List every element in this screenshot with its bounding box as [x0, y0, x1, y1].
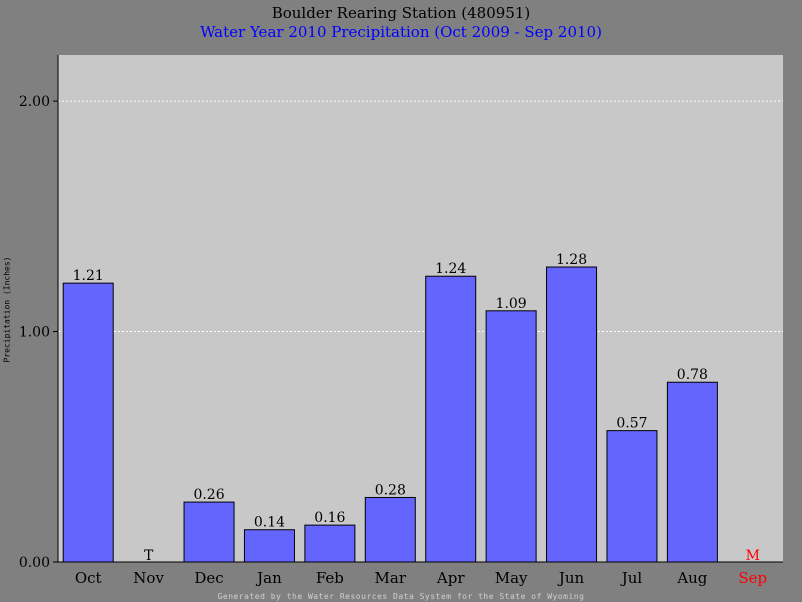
x-tick-label: Jan	[255, 569, 282, 587]
x-tick-label: Jun	[557, 569, 585, 587]
bar	[425, 275, 477, 563]
bar	[666, 381, 718, 563]
y-tick-label: 1.00	[19, 325, 50, 341]
x-tick-label: May	[495, 569, 528, 587]
x-tick-label: Nov	[133, 569, 164, 587]
x-tick-label: Mar	[375, 569, 407, 587]
x-tick-label: Jul	[620, 569, 643, 587]
x-tick-label: Dec	[194, 569, 223, 587]
bar-value-label: 1.28	[556, 252, 587, 268]
y-axis-label: Precipitation (Inches)	[2, 256, 12, 363]
bar	[606, 430, 658, 563]
bar-value-label: 0.26	[193, 487, 224, 503]
bar	[485, 310, 537, 563]
x-tick-label: Oct	[75, 569, 102, 587]
bar	[546, 266, 598, 563]
bar-value-label: 0.16	[314, 510, 345, 526]
bars: 1.21 T 0.26 0.14 0.16 0.28 1.24 1.09 1.28 0.57 0.7…	[62, 252, 760, 564]
bar-value-label: 1.21	[73, 268, 104, 284]
x-tick-label: Aug	[676, 569, 707, 587]
chart-subtitle: Water Year 2010 Precipitation (Oct 2009 …	[200, 23, 602, 41]
bar	[304, 524, 356, 563]
plot-area	[58, 55, 783, 562]
bar-value-label: 0.57	[616, 416, 647, 432]
bar	[62, 282, 114, 563]
axes: 0.00 1.00 2.00 Oct Nov Dec Jan Feb Mar Apr May Jun J…	[19, 55, 783, 587]
x-tick-label: Apr	[436, 569, 465, 587]
y-tick-label: 0.00	[19, 555, 50, 571]
bar-value-label: 1.24	[435, 261, 466, 277]
footer-credit: Generated by the Water Resources Data Sy…	[217, 592, 585, 601]
x-tick-label: Sep	[738, 569, 767, 587]
bar-value-label: M	[746, 548, 760, 564]
bar-value-label: 0.14	[254, 515, 285, 531]
y-tick-label: 2.00	[19, 94, 50, 110]
bar-value-label: T	[144, 548, 154, 564]
bar-value-label: 0.78	[677, 367, 708, 383]
bar	[183, 501, 235, 563]
bar	[243, 529, 295, 563]
grid-lines	[58, 100, 783, 333]
bar-value-label: 1.09	[496, 296, 527, 312]
x-tick-label: Feb	[316, 569, 344, 587]
bar	[364, 496, 416, 563]
bar-value-label: 0.28	[375, 482, 406, 498]
chart-title: Boulder Rearing Station (480951)	[271, 4, 531, 22]
